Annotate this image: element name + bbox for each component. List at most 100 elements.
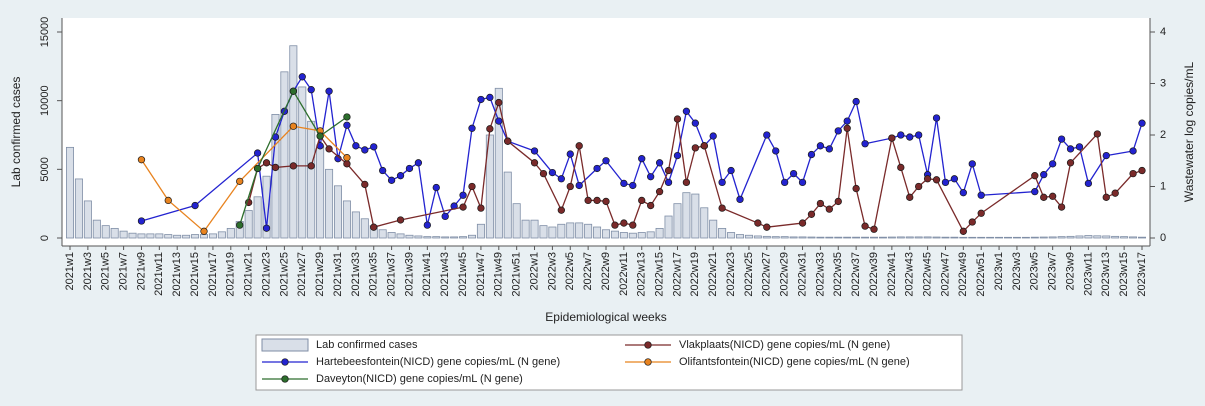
x-tick-label: 2022w51 [975,252,987,297]
point [977,209,985,217]
y2-tick-label: 3 [1160,77,1166,89]
point [1031,187,1039,196]
point [361,146,369,154]
bar [342,200,351,239]
x-tick-label: 2021w1 [64,252,76,291]
x-tick-label: 2023w7 [1047,252,1059,291]
x-tick-label: 2021w7 [118,252,130,291]
bar [941,236,950,239]
line-segment [1114,173,1134,194]
point [1102,151,1110,160]
point [816,142,825,150]
bar [575,222,584,239]
x-tick-label: 2021w15 [189,252,201,297]
x-tick-label: 2021w23 [260,252,272,297]
point [664,166,673,175]
point [477,95,485,104]
bar [298,86,307,239]
bar [1039,236,1048,239]
x-tick-label: 2023w11 [1082,252,1094,296]
bar [208,233,217,239]
point [1040,171,1048,179]
bar [780,236,789,239]
x-tick-label: 2023w17 [1136,252,1148,297]
x-tick-label: 2021w17 [207,252,219,297]
point [316,132,324,140]
point [575,142,583,150]
point [352,142,360,150]
line-segment [918,134,929,175]
point [834,127,842,135]
point [191,201,199,210]
x-tick-label: 2022w19 [689,252,701,297]
legend-label: Vlakplaats(NICD) gene copies/mL (N gene) [679,339,890,351]
bar [870,236,879,239]
y2-tick-label: 1 [1160,180,1166,192]
point [441,212,449,221]
bar [995,236,1004,239]
bar [950,236,959,239]
x-tick-label: 2021w19 [225,252,237,297]
point [325,87,333,95]
point [1102,193,1110,201]
point [1093,130,1101,138]
bar [584,223,593,239]
point [343,160,351,168]
x-tick-label: 2023w9 [1064,252,1076,291]
point [414,159,423,167]
x-tick-label: 2022w11 [618,252,630,296]
x-tick-label: 2022w3 [546,252,558,291]
legend-label: Daveyton(NICD) gene copies/mL (N gene) [316,373,523,385]
point [477,204,485,212]
line-segment [462,186,473,208]
line-segment [569,145,580,187]
bar [146,233,155,239]
point [638,155,646,163]
x-tick-label: 2021w5 [100,252,112,291]
bar [887,236,896,239]
x-tick-label: 2022w17 [671,252,683,297]
point [950,175,959,183]
point [432,183,440,192]
line-segment [569,153,580,186]
point [638,196,646,205]
x-tick-label: 2021w31 [332,252,344,297]
line-segment [971,163,982,196]
x-tick-label: 2022w1 [528,252,540,291]
bar [316,145,325,239]
line-segment [900,167,911,198]
point [620,219,628,227]
line-segment [239,168,259,226]
point [915,182,923,191]
point [137,217,146,225]
bar [226,227,235,239]
bar [459,236,468,239]
line-segment [873,137,893,230]
point [897,131,905,139]
point [343,154,351,162]
line-segment [980,175,1036,214]
legend-marker [281,358,289,366]
point [977,191,985,199]
point [1049,160,1057,168]
legend-swatch [261,338,309,352]
bar [74,178,83,239]
point [968,218,976,226]
line-segment [462,128,473,196]
bar [968,236,977,239]
x-tick-label: 2022w9 [600,252,612,291]
point [566,150,574,158]
point [539,169,548,178]
line-segment [257,90,294,169]
bar [137,233,146,239]
line-segment [712,135,723,183]
point [691,144,699,152]
line-segment [400,206,464,221]
bar [593,226,602,239]
x-tick-label: 2022w23 [725,252,737,297]
line-segment [328,148,348,165]
bar [262,175,271,239]
point [1066,145,1075,153]
point [870,225,878,233]
line-segment [703,145,723,209]
